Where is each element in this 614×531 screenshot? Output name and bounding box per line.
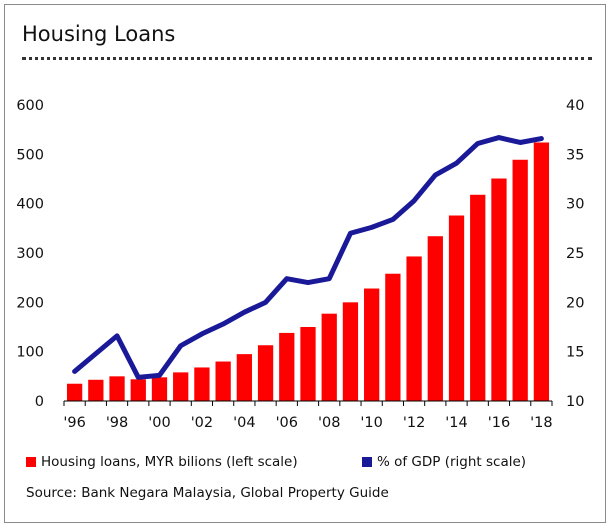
- line-point-2013: [434, 174, 436, 176]
- bar-2005: [257, 345, 274, 401]
- bar-2008: [321, 313, 337, 401]
- source-note: Source: Bank Negara Malaysia, Global Pro…: [26, 485, 389, 501]
- line-point-2001: [180, 345, 182, 347]
- bar-2013: [427, 236, 443, 401]
- line-point-2018: [540, 138, 542, 140]
- bar-2001: [173, 372, 189, 401]
- line-point-2006: [286, 278, 288, 280]
- x-tick-label: '98: [106, 415, 128, 431]
- y-right-tick-label: 10: [566, 394, 584, 410]
- y-left-tick-label: 600: [16, 98, 44, 114]
- x-tick-label: '00: [148, 415, 170, 431]
- y-right-tick-label: 15: [566, 345, 584, 361]
- y-left-tick-label: 100: [16, 345, 44, 361]
- y-right-tick-label: 25: [566, 246, 584, 262]
- legend-swatch-bars: [26, 457, 36, 467]
- title-divider: [22, 57, 592, 60]
- y-left-tick-label: 500: [16, 147, 44, 163]
- line-point-2000: [158, 374, 160, 376]
- line-point-2017: [519, 141, 521, 143]
- x-tick-label: '02: [191, 415, 213, 431]
- bar-2010: [364, 288, 380, 401]
- y-right-tick-label: 35: [566, 147, 584, 163]
- bar-2014: [448, 215, 465, 401]
- y-left-tick-label: 400: [16, 197, 44, 213]
- line-point-2010: [371, 226, 373, 228]
- line-point-2015: [477, 142, 479, 144]
- x-tick-label: '18: [530, 415, 552, 431]
- bar-2012: [406, 256, 422, 401]
- x-tick-label: '12: [403, 415, 425, 431]
- bar-2011: [385, 273, 401, 401]
- bar-2002: [194, 367, 210, 401]
- x-tick-label: '06: [276, 415, 298, 431]
- line-point-2004: [243, 311, 245, 313]
- x-tick-label: '14: [445, 415, 467, 431]
- chart-title: Housing Loans: [22, 22, 176, 46]
- x-tick-label: '08: [318, 415, 340, 431]
- x-tick-label: '16: [488, 415, 510, 431]
- legend-label-bars: Housing loans, MYR bilions (left scale): [41, 454, 298, 470]
- legend-item-bars: Housing loans, MYR bilions (left scale): [26, 454, 298, 470]
- y-right-tick-label: 20: [566, 295, 584, 311]
- bar-2018: [533, 142, 550, 401]
- y-left-tick-label: 200: [16, 295, 44, 311]
- legend-swatch-line: [362, 457, 372, 467]
- bar-1998: [109, 376, 125, 401]
- x-tick-label: '10: [360, 415, 382, 431]
- y-left-tick-label: 0: [35, 394, 44, 410]
- bar-1996: [66, 383, 83, 401]
- line-point-2009: [349, 232, 351, 234]
- bar-1997: [88, 379, 104, 401]
- bar-2017: [512, 159, 528, 401]
- y-left-tick-label: 300: [16, 246, 44, 262]
- bar-2000: [151, 377, 168, 401]
- bar-2009: [342, 302, 359, 401]
- line-point-2012: [413, 200, 415, 202]
- line-point-2002: [201, 333, 203, 335]
- bar-1999: [130, 379, 146, 401]
- y-right-tick-label: 30: [566, 197, 584, 213]
- legend-label-line: % of GDP (right scale): [377, 454, 527, 470]
- bar-2006: [279, 332, 295, 401]
- line-point-2007: [307, 282, 309, 284]
- line-point-2003: [222, 323, 224, 325]
- line-point-2016: [498, 137, 500, 139]
- line-point-2011: [392, 218, 394, 220]
- bar-2004: [236, 354, 252, 401]
- line-point-2014: [456, 162, 458, 164]
- line-point-1999: [137, 376, 139, 378]
- line-point-1996: [74, 370, 76, 372]
- bar-2003: [215, 361, 231, 401]
- line-point-2008: [328, 278, 330, 280]
- line-point-2005: [265, 301, 267, 303]
- x-tick-label: '04: [233, 415, 255, 431]
- line-point-1998: [116, 335, 118, 337]
- line-point-1997: [95, 353, 97, 355]
- bar-2016: [491, 178, 507, 401]
- bar-2015: [470, 194, 486, 401]
- x-tick-label: '96: [63, 415, 85, 431]
- legend-item-line: % of GDP (right scale): [362, 454, 526, 470]
- y-right-tick-label: 40: [566, 98, 584, 114]
- bar-2007: [300, 327, 316, 401]
